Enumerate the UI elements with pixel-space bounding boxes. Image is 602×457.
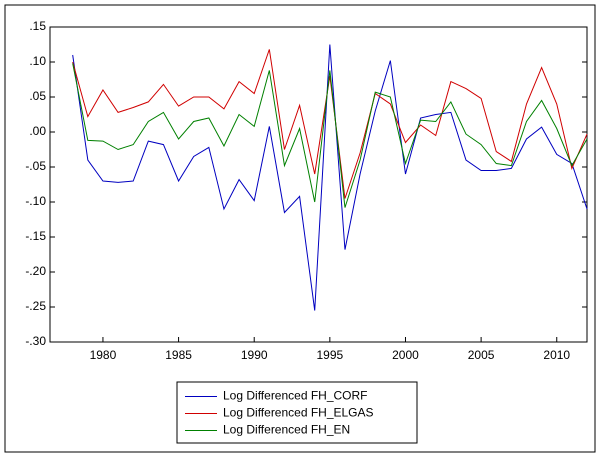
y-tick-label: .15 — [29, 19, 46, 33]
series-line — [72, 63, 588, 208]
y-tick-label: -.20 — [25, 264, 46, 278]
legend-label: Log Differenced FH_EN — [223, 423, 350, 437]
y-tick-label: -.05 — [25, 159, 46, 173]
x-tick-label: 2005 — [468, 348, 495, 362]
legend-label: Log Differenced FH_ELGAS — [223, 406, 374, 420]
series-line — [72, 49, 588, 199]
y-tick-label: .05 — [29, 89, 46, 103]
y-tick-label: -.25 — [25, 299, 46, 313]
y-tick-label: .00 — [29, 124, 46, 138]
x-tick-label: 1990 — [241, 348, 268, 362]
x-tick-label: 1980 — [90, 348, 117, 362]
legend-label: Log Differenced FH_CORF — [223, 389, 368, 403]
y-tick-label: -.10 — [25, 194, 46, 208]
x-tick-label: 1985 — [165, 348, 192, 362]
series-line — [72, 44, 588, 311]
outer-frame — [4, 4, 596, 453]
legend-box — [176, 381, 418, 444]
y-tick-label: -.15 — [25, 229, 46, 243]
plot-frame — [49, 26, 588, 343]
y-tick-label: .10 — [29, 54, 46, 68]
x-tick-label: 1995 — [316, 348, 343, 362]
x-tick-label: 2010 — [543, 348, 570, 362]
y-tick-label: -.30 — [25, 334, 46, 348]
x-tick-label: 2000 — [392, 348, 419, 362]
